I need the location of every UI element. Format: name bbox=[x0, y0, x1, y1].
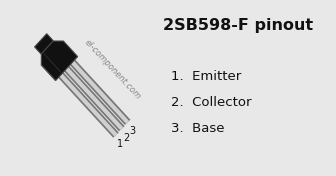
Text: 1.  Emitter: 1. Emitter bbox=[171, 70, 241, 83]
Polygon shape bbox=[35, 34, 53, 54]
Text: 2SB598-F pinout: 2SB598-F pinout bbox=[163, 18, 313, 33]
Text: 3: 3 bbox=[129, 126, 135, 136]
Text: 3.  Base: 3. Base bbox=[171, 122, 224, 135]
Text: el-component.com: el-component.com bbox=[83, 37, 142, 101]
Text: 2: 2 bbox=[123, 133, 129, 143]
Text: 1: 1 bbox=[117, 139, 123, 149]
Polygon shape bbox=[41, 41, 78, 81]
Text: 2.  Collector: 2. Collector bbox=[171, 96, 251, 109]
